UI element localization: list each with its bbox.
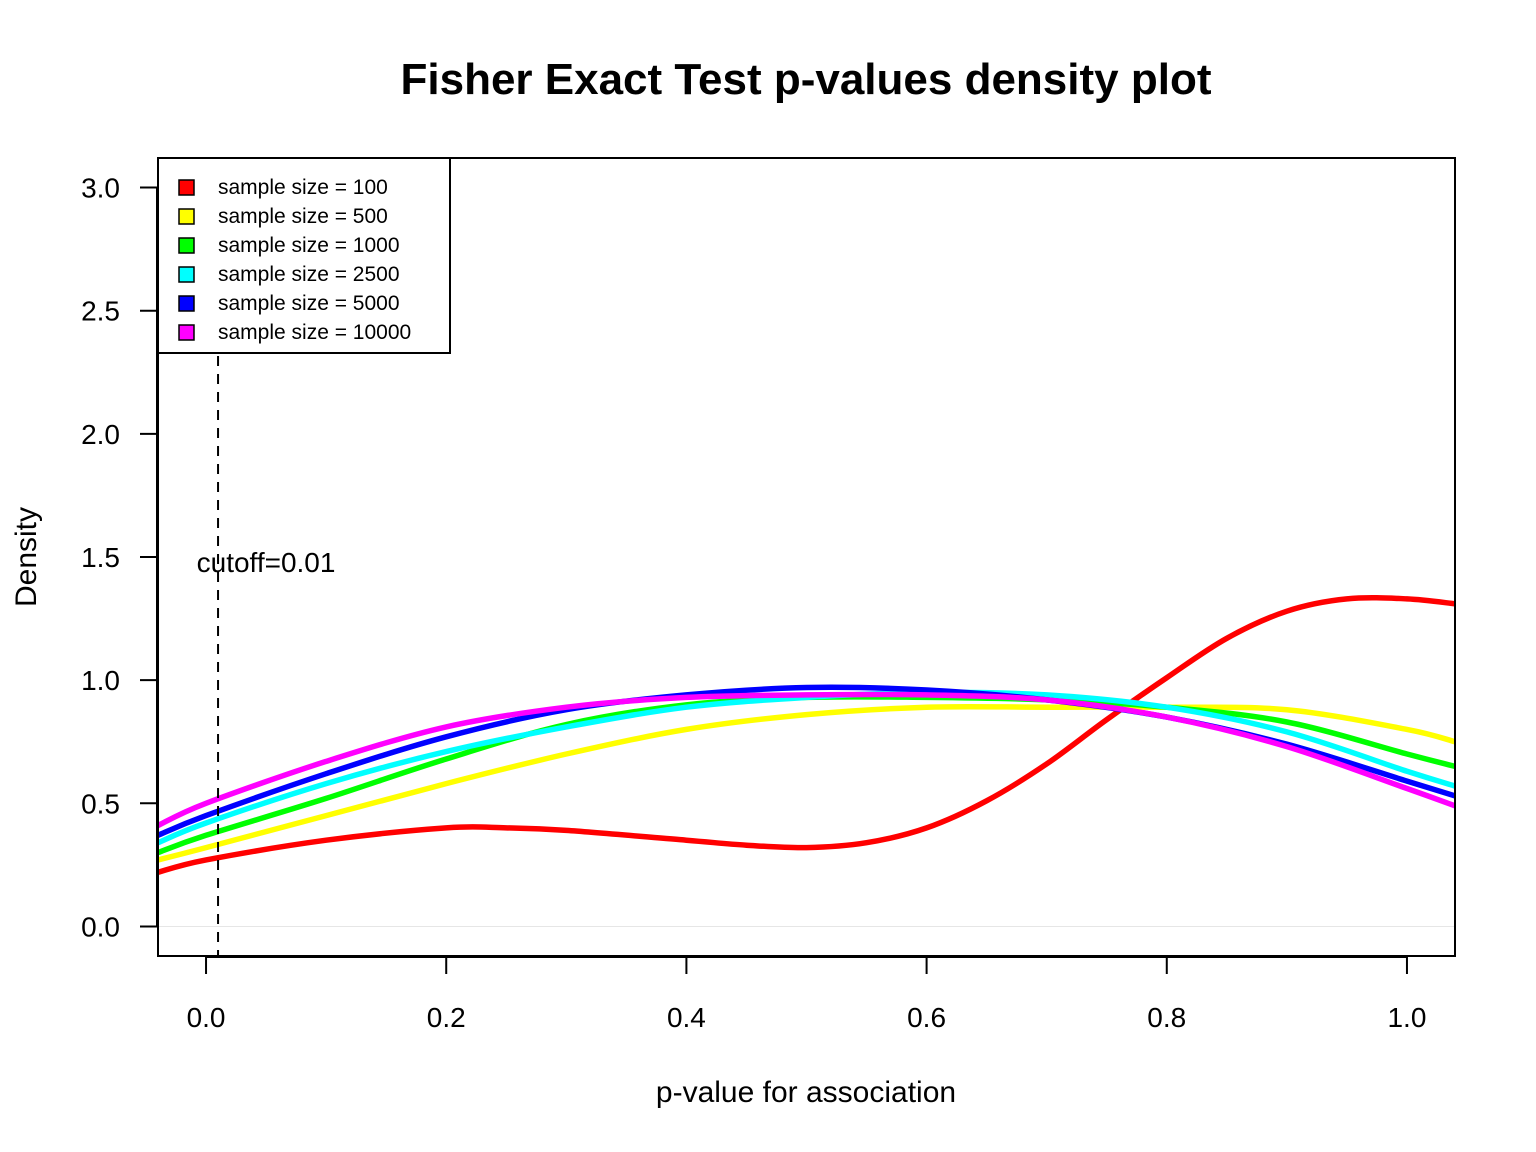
x-tick-label: 0.6 [907,1002,946,1033]
legend-label: sample size = 1000 [218,234,400,257]
legend-box [157,157,451,354]
y-tick-label: 0.0 [81,911,120,942]
legend-swatch [178,208,195,225]
legend-swatch [178,237,195,254]
plot-border [157,157,1456,957]
legend-label: sample size = 100 [218,176,388,199]
x-tick-label: 0.4 [667,1002,706,1033]
x-tick-label: 0.2 [427,1002,466,1033]
legend-swatch [178,179,195,196]
plot-area: 0.0 0.2 0.4 0.6 0.8 1.0 0.0 0.5 1.0 1.5 2.0 2.5 3.0 c… [81,157,1456,1033]
y-axis-label: Density [10,507,43,607]
x-tick-label: 0.0 [187,1002,226,1033]
x-axis-label: p-value for association [656,1076,956,1109]
chart-title: Fisher Exact Test p-values density plot [401,55,1212,104]
legend-swatch [178,266,195,283]
y-tick-label: 3.0 [81,173,120,204]
legend-label: sample size = 10000 [218,321,411,344]
legend: sample size = 100 sample size = 500 sample… [157,157,451,354]
x-tick-label: 0.8 [1147,1002,1186,1033]
series-line-100 [158,594,1455,875]
legend-label: sample size = 5000 [218,292,400,315]
legend-label: sample size = 2500 [218,263,400,286]
cutoff-label: cutoff=0.01 [197,547,336,578]
series-line-500 [158,703,1455,863]
series-lines [158,594,1455,875]
y-tick-label: 0.5 [81,788,120,819]
y-tick-label: 2.0 [81,419,120,450]
y-tick-label: 2.5 [81,296,120,327]
y-tick-label: 1.0 [81,665,120,696]
x-tick-label: 1.0 [1387,1002,1426,1033]
legend-swatch [178,295,195,312]
legend-label: sample size = 500 [218,205,388,228]
series-line-10000 [158,691,1455,828]
y-tick-label: 1.5 [81,542,120,573]
legend-swatch [178,324,195,341]
